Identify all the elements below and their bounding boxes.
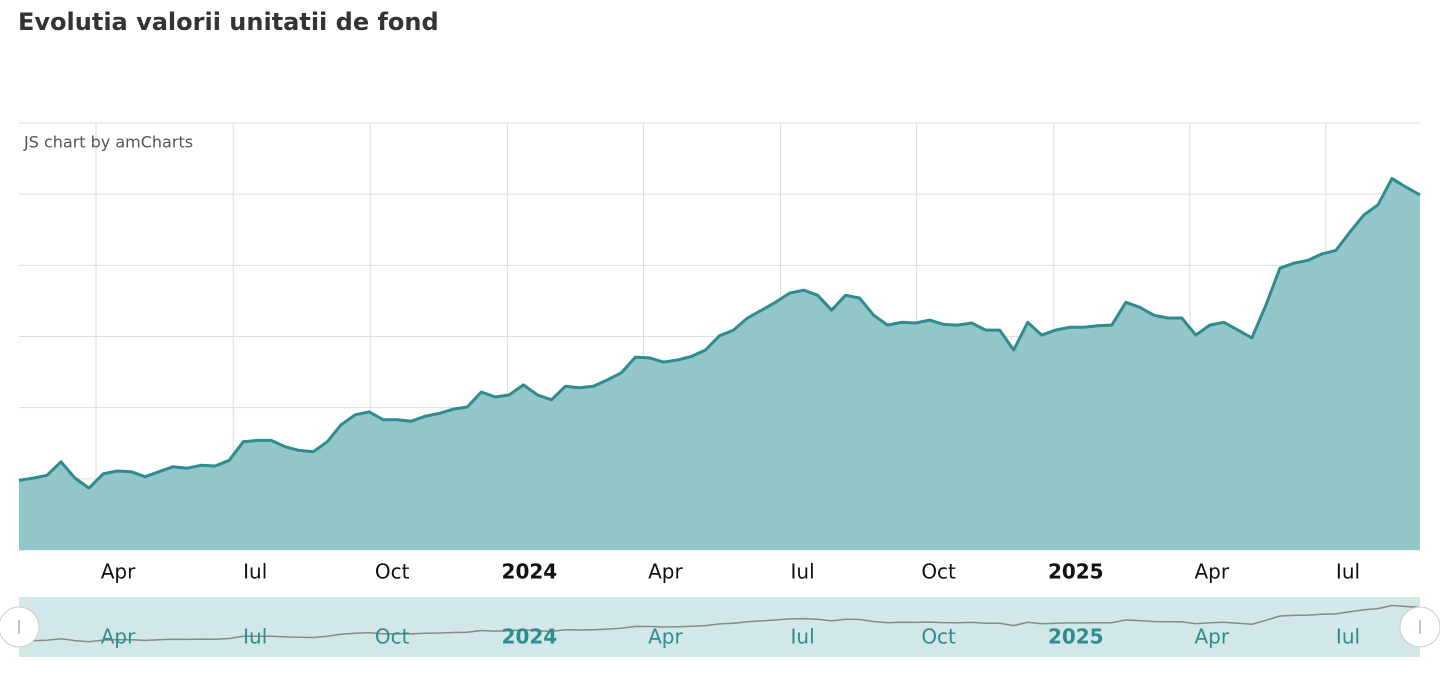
x-tick-label: 2024 — [502, 560, 558, 584]
scrollbar-label: Apr — [1195, 625, 1230, 649]
scrollbar-label: Apr — [101, 625, 136, 649]
x-tick-label: Apr — [1195, 560, 1230, 584]
chart-title: Evolutia valorii unitatii de fond — [18, 8, 439, 36]
x-tick-label: Oct — [375, 560, 410, 584]
scrollbar-label: Iul — [1336, 625, 1360, 649]
scrollbar-label: Iul — [243, 625, 267, 649]
scrollbar-label: Apr — [648, 625, 683, 649]
line — [18, 177, 1421, 490]
x-tick-label: Apr — [648, 560, 683, 584]
scrollbar-label: Oct — [921, 625, 956, 649]
x-tick-label: 2025 — [1048, 560, 1104, 584]
scrollbar-label: 2025 — [1048, 625, 1104, 649]
scrollbar-label: Iul — [791, 625, 815, 649]
credit: JS chart by amCharts — [23, 133, 193, 152]
scrollbar — [19, 597, 1420, 657]
scrollbar-line — [18, 604, 1421, 643]
x-tick-label: Oct — [921, 560, 956, 584]
x-tick-label: Iul — [1336, 560, 1360, 584]
area — [19, 178, 1420, 550]
scrollbar-label: Oct — [375, 625, 410, 649]
x-tick-label: Apr — [101, 560, 136, 584]
scrollbar-label: 2024 — [502, 625, 558, 649]
x-tick-label: Iul — [791, 560, 815, 584]
x-tick-label: Iul — [243, 560, 267, 584]
